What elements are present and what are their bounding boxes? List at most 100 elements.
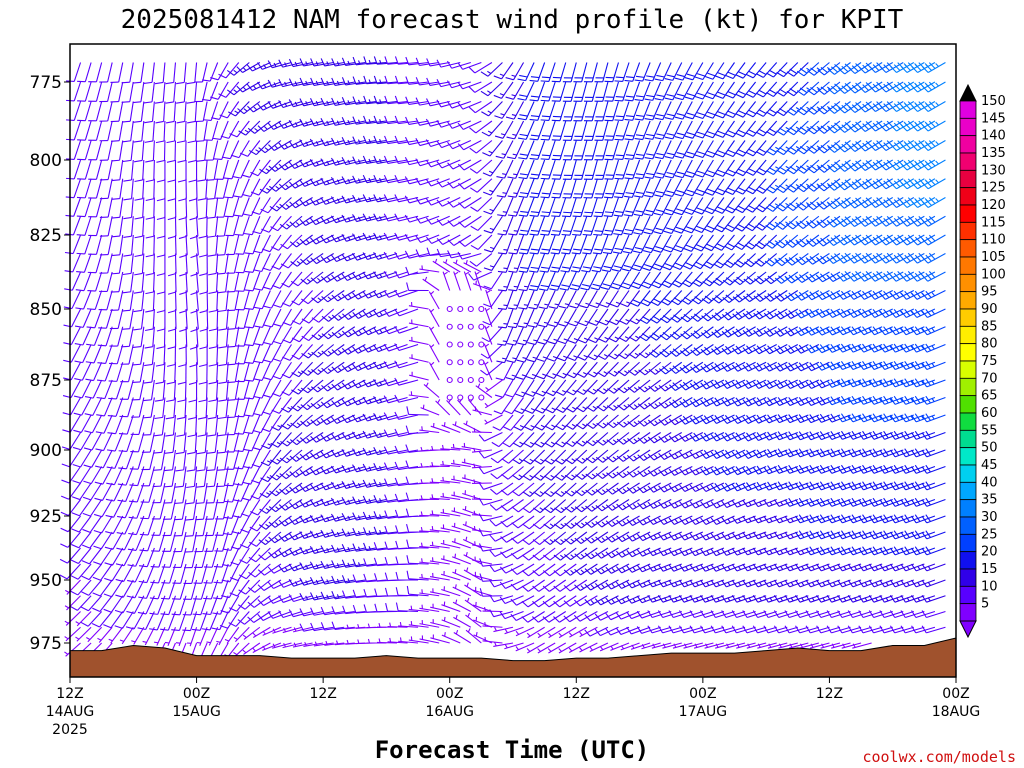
wind-barb [188,160,198,183]
wind-barb [99,140,113,161]
barb-staff [117,308,124,329]
barb-feather [174,502,183,504]
wind-barb [92,579,113,597]
barb-feather [133,140,142,143]
barb-feather [96,379,106,382]
barb-staff [65,642,81,657]
barb-feather [167,216,176,221]
wind-barb [128,499,145,519]
barb-staff [204,449,208,470]
wind-barb [80,595,103,612]
wind-barb [223,499,240,519]
wind-barb [145,308,155,332]
wind-barb [217,271,229,294]
wind-barb [194,62,208,83]
barb-feather [145,216,154,220]
barb-staff [94,308,103,328]
barb-half-feather [233,69,238,74]
barb-staff [95,120,103,141]
barb-half-feather [513,192,518,195]
wind-barb [186,62,198,85]
barb-feather [160,613,169,616]
barb-feather [94,497,103,501]
barb-feather [154,434,163,437]
barb-feather [177,399,186,403]
barb-feather [230,154,240,159]
wind-barb [218,308,229,331]
barb-staff [87,626,103,643]
wind-barb [77,81,92,102]
barb-staff [181,499,187,520]
wind-barb [217,397,229,420]
wind-barb [76,197,92,218]
wind-barb [70,579,92,596]
barb-staff [115,397,124,417]
barb-feather [133,328,142,331]
barb-staff [93,326,103,346]
plot-area [59,43,957,678]
barb-feather [121,328,130,330]
wind-barb [95,432,113,452]
barb-half-feather [512,153,517,156]
wind-barb [132,81,145,104]
wind-barb [64,642,81,657]
barb-staff [173,62,177,83]
barb-feather [166,381,175,385]
barb-staff [80,449,92,468]
barb-feather [210,96,219,100]
wind-barb [214,515,229,536]
wind-barb [144,326,155,349]
wind-barb [119,626,134,645]
barb-staff [203,466,208,487]
wind-barb [141,432,155,453]
barb-staff [95,253,103,273]
wind-barb [134,197,145,220]
wind-barb [117,499,134,519]
barb-staff [183,81,187,102]
barb-staff [84,197,92,217]
wind-barb [144,344,155,367]
barb-staff [127,397,134,417]
barb-staff [69,449,82,468]
barb-half-feather [484,637,487,642]
barb-feather [144,363,153,367]
barb-staff [238,140,250,158]
wind-barb [192,611,208,631]
wind-barb [111,159,124,182]
wind-barb [72,432,92,451]
barb-staff [215,414,219,435]
barb-staff [150,379,155,400]
wind-barb [76,234,92,255]
wind-barb [71,482,92,501]
barb-feather [222,548,231,551]
barb-feather [62,429,71,433]
barb-feather [132,363,141,366]
barb-staff [224,253,229,274]
barb-staff [180,547,187,568]
wind-barb [64,611,81,626]
barb-staff [210,595,219,615]
barb-feather [198,399,207,403]
barb-feather [91,623,100,628]
barb-staff [181,531,187,552]
barb-feather [187,140,196,144]
wind-barb [165,81,177,104]
barb-staff [174,290,177,311]
barb-staff [79,499,92,517]
barb-feather [166,140,175,144]
wind-barb [71,531,92,549]
barb-feather [199,346,208,350]
barb-feather [224,500,233,503]
wind-barb [123,216,134,239]
barb-feather [139,565,148,568]
barb-staff [112,531,124,550]
barb-feather [202,79,211,82]
barb-staff [174,253,177,274]
barb-feather [198,363,208,368]
barb-staff [69,432,82,450]
barb-feather [85,378,94,382]
barb-feather [80,621,89,627]
wind-barb [187,101,198,124]
barb-staff [216,308,219,330]
wind-barb [195,120,208,143]
